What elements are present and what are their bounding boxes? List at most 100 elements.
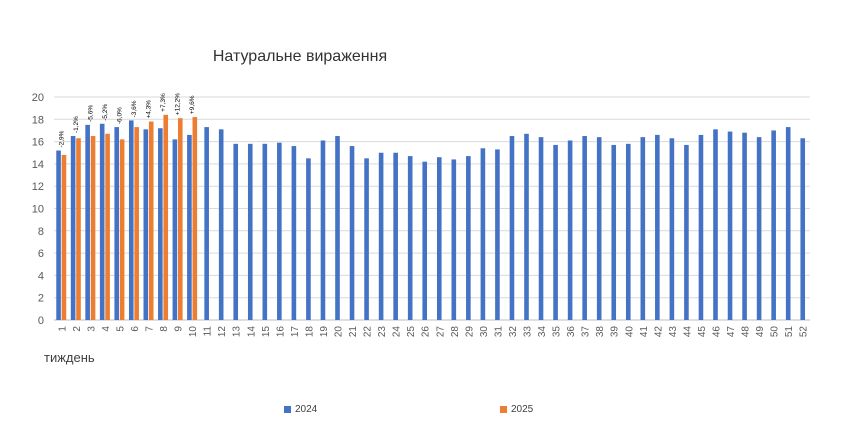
- bar-2024: [800, 138, 806, 320]
- bar-2024: [291, 146, 297, 320]
- bar-2024: [364, 158, 369, 320]
- bar-2024: [70, 136, 76, 320]
- x-tick-label: 23: [377, 326, 388, 338]
- x-tick-label: 39: [610, 326, 621, 338]
- bar-annotations: -2,9% -1,2% -5,6% -5,2% -6,0% -3,6% +4,3% +7,3%…: [58, 93, 196, 148]
- x-tick-label: 5: [115, 326, 126, 332]
- legend-swatch-2025: [500, 406, 507, 413]
- bar-2024: [172, 139, 178, 320]
- bar-2025: [134, 127, 139, 320]
- bar-2024: [684, 144, 689, 320]
- x-tick-label: 29: [464, 326, 475, 338]
- x-tick-label: 43: [668, 326, 679, 338]
- x-tick-label: 7: [145, 326, 156, 332]
- bar-2024: [553, 144, 558, 320]
- bar-2024: [393, 152, 398, 320]
- bar-2024: [466, 156, 471, 320]
- x-tick-label: 38: [595, 326, 606, 338]
- bar-2024: [611, 144, 617, 320]
- x-tick-label: 15: [261, 326, 272, 338]
- bar-2024: [99, 123, 105, 320]
- y-tick-label: 2: [38, 293, 44, 305]
- y-tick-label: 18: [32, 114, 44, 126]
- y-axis-ticks: 0 2 4 6 8 10 12 14 16 18 20: [32, 92, 44, 327]
- bar-2024: [524, 133, 529, 320]
- bar-2024: [158, 128, 163, 320]
- bar-2025: [76, 138, 81, 320]
- y-tick-label: 10: [32, 204, 44, 216]
- x-tick-label: 33: [523, 326, 534, 338]
- x-tick-label: 30: [479, 326, 490, 338]
- y-tick-label: 12: [32, 181, 44, 193]
- y-tick-label: 8: [38, 226, 44, 238]
- bar-2024: [495, 149, 500, 320]
- bar-2024: [262, 143, 268, 320]
- bar-2025: [163, 114, 169, 320]
- bar-annotation: +4,3%: [146, 100, 153, 119]
- x-tick-label: 37: [581, 326, 592, 338]
- bar-2024: [306, 158, 311, 320]
- x-tick-label: 34: [537, 326, 548, 338]
- bar-annotation: -2,9%: [58, 130, 65, 147]
- y-tick-label: 6: [38, 248, 44, 260]
- bar-2024: [538, 137, 544, 320]
- bar-2025: [192, 117, 198, 320]
- bar-2025: [90, 136, 96, 320]
- x-axis-label: тиждень: [44, 350, 95, 365]
- x-tick-label: 35: [552, 326, 563, 338]
- legend-swatch-2024: [284, 406, 291, 413]
- bar-2024: [187, 134, 192, 320]
- bar-annotation: -1,2%: [73, 116, 80, 133]
- x-tick-label: 14: [246, 326, 257, 338]
- bar-2025: [61, 154, 67, 320]
- bar-2024: [143, 129, 149, 320]
- x-tick-label: 22: [363, 326, 374, 338]
- x-tick-label: 31: [493, 326, 504, 338]
- x-tick-label: 44: [682, 326, 693, 338]
- bar-2024: [277, 142, 282, 320]
- x-tick-label: 1: [57, 326, 68, 332]
- legend-label-2024: 2024: [295, 404, 318, 415]
- bar-2024: [114, 127, 120, 320]
- bar-2024: [335, 136, 340, 320]
- x-tick-label: 45: [697, 326, 708, 338]
- x-tick-label: 3: [86, 326, 97, 332]
- chart-title: Натуральне вираження: [212, 48, 388, 65]
- bar-2025: [177, 118, 183, 320]
- x-tick-label: 13: [232, 326, 243, 338]
- bar-2024: [407, 156, 413, 320]
- bar-2024: [247, 143, 253, 320]
- x-tick-label: 17: [290, 326, 301, 338]
- y-tick-label: 4: [38, 270, 44, 282]
- x-tick-label: 26: [421, 326, 432, 338]
- legend-label-2025: 2025: [511, 404, 534, 415]
- x-tick-label: 2: [72, 326, 83, 332]
- x-tick-label: 41: [639, 326, 650, 338]
- x-tick-label: 9: [174, 326, 185, 332]
- bar-2024: [349, 146, 355, 320]
- bar-2024: [480, 148, 486, 320]
- bar-2024: [785, 127, 791, 320]
- bar-annotation: -5,6%: [87, 105, 94, 122]
- bar-2025: [119, 139, 125, 320]
- y-tick-label: 20: [32, 92, 44, 104]
- x-tick-label: 8: [159, 326, 170, 332]
- x-tick-label: 40: [624, 326, 635, 338]
- bar-2024: [378, 152, 384, 320]
- bar-2024: [509, 136, 515, 320]
- bar-2024: [128, 120, 134, 320]
- x-tick-label: 10: [188, 326, 199, 338]
- x-tick-label: 50: [770, 326, 781, 338]
- bar-annotation: -5,2%: [102, 104, 109, 121]
- bar-2024: [582, 136, 587, 320]
- x-tick-label: 11: [203, 326, 214, 337]
- x-tick-label: 46: [712, 326, 723, 338]
- bar-annotation: +7,3%: [160, 93, 167, 112]
- x-tick-label: 25: [406, 326, 417, 338]
- x-tick-label: 20: [334, 326, 345, 338]
- bar-2024: [698, 134, 704, 320]
- x-tick-label: 16: [275, 326, 286, 338]
- bar-annotation: +9,6%: [189, 95, 196, 114]
- bar-2024: [233, 143, 239, 320]
- bar-2024: [56, 150, 61, 320]
